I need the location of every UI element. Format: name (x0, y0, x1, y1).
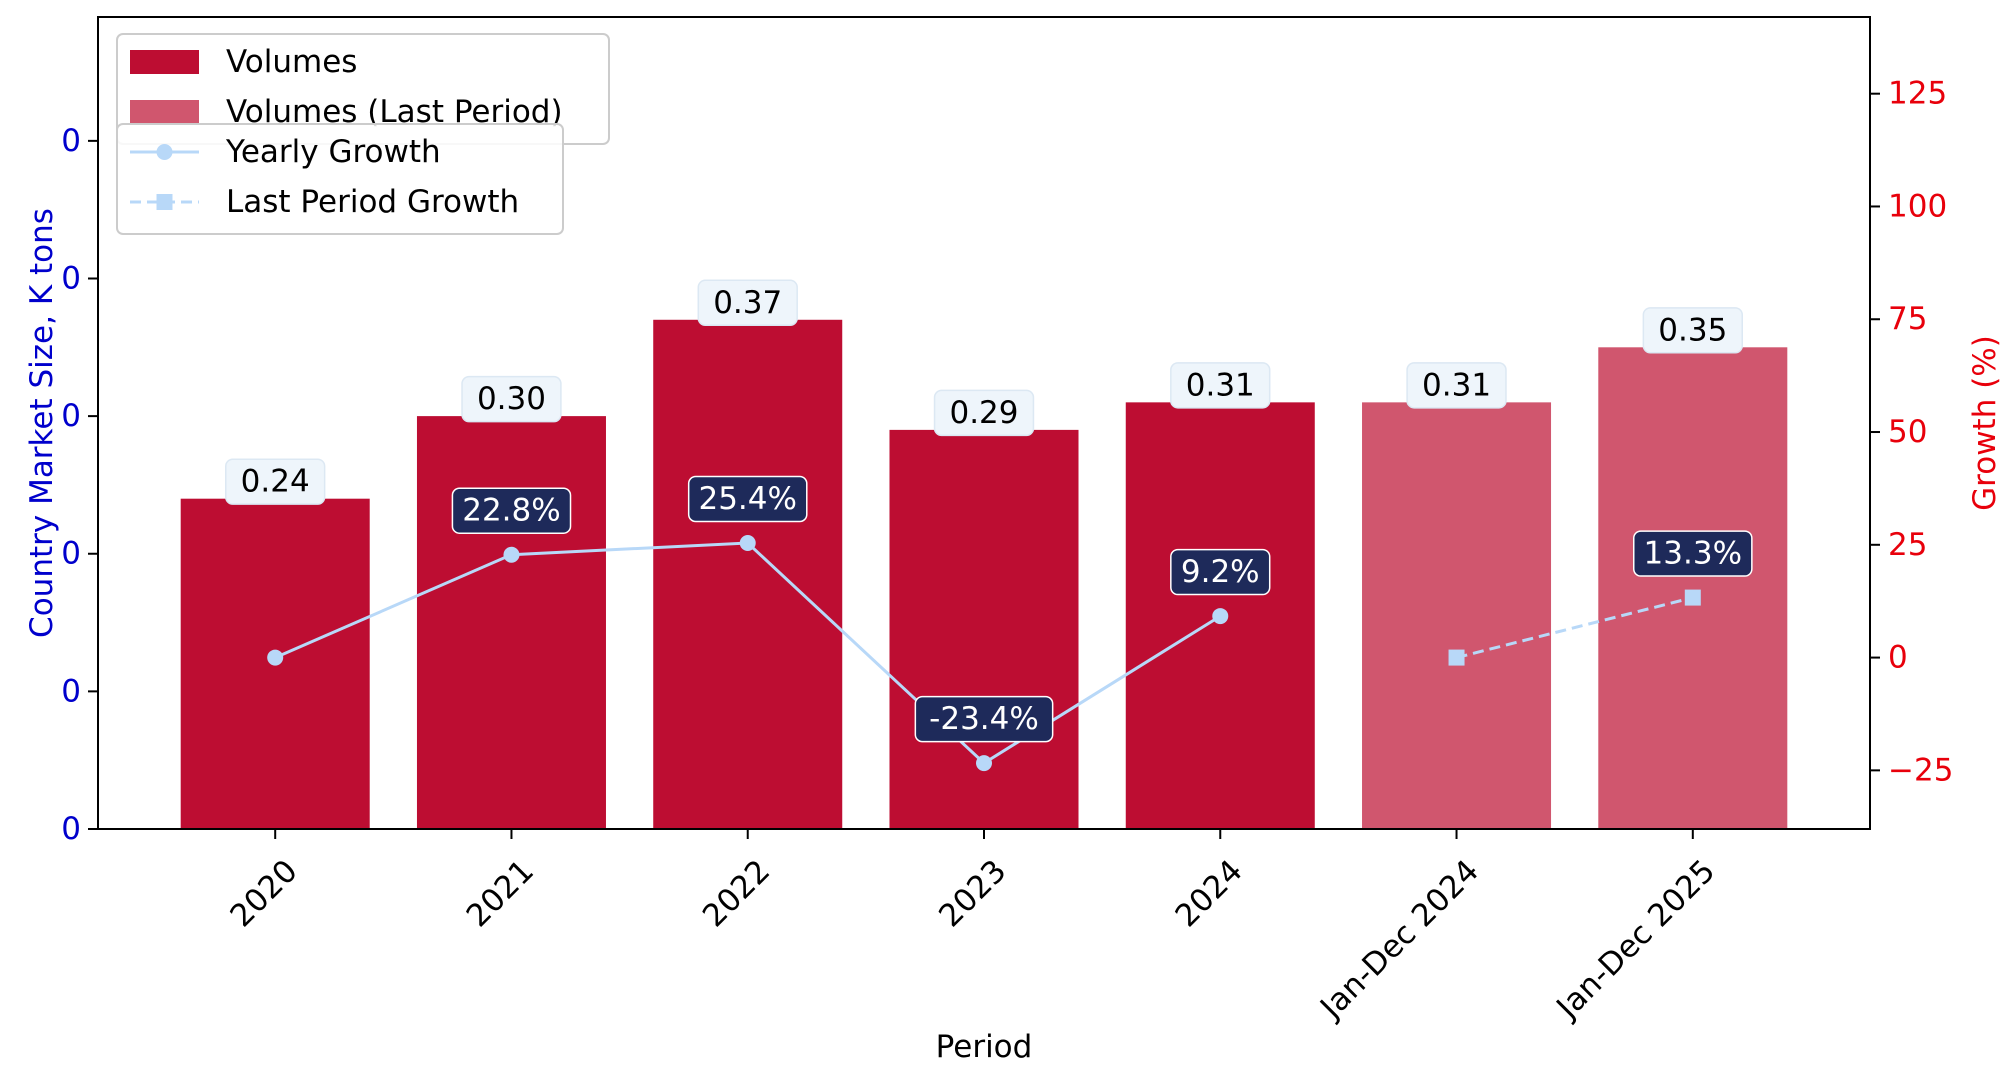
right-tick-label-1: 0 (1888, 640, 1908, 676)
left-axis-label: Country Market Size, K tons (24, 208, 60, 638)
x-axis-label: Period (936, 1029, 1033, 1065)
legend-swatch-1 (130, 100, 199, 124)
bar-last-period-5 (1362, 402, 1552, 829)
legend-lines-frame (116, 123, 564, 235)
growth-label-2: 25.4% (698, 481, 796, 517)
x-tick-label-5: Jan-Dec 2024 (1312, 853, 1486, 1027)
right-tick-label-6: 125 (1888, 76, 1947, 112)
right-tick-label-4: 75 (1888, 301, 1927, 337)
bar-value-label-6: 0.35 (1658, 312, 1727, 348)
left-tick-label-5: 0 (61, 123, 81, 159)
line-last-period-growth (1456, 596, 1694, 660)
x-tick-label-6: Jan-Dec 2025 (1549, 853, 1723, 1027)
left-tick-label-4: 0 (61, 260, 81, 296)
legend-marker-0 (156, 144, 173, 160)
point-last-period-5 (1448, 649, 1465, 666)
bar-value-label-1: 0.30 (477, 381, 546, 417)
bar-value-label-3: 0.29 (949, 395, 1018, 431)
growth-label-4: 9.2% (1181, 554, 1260, 590)
growth-label-6: 13.3% (1644, 536, 1742, 572)
bar-value-label-1-box (461, 375, 562, 423)
bar-value-label-0: 0.24 (241, 464, 310, 500)
growth-label-3: -23.4% (929, 701, 1039, 737)
legend-marker-1 (156, 194, 173, 210)
point-yearly-0 (267, 649, 284, 666)
point-yearly-4 (1212, 608, 1229, 625)
bar-value-label-5: 0.31 (1422, 367, 1491, 403)
bar-value-label-3-box (933, 389, 1035, 437)
x-tick-label-0: 2020 (223, 853, 304, 934)
growth-label-1-box (451, 487, 572, 534)
left-tick-label-1: 0 (61, 673, 81, 709)
growth-label-4-box (1170, 548, 1271, 596)
right-axis-label: Growth (%) (1967, 335, 2003, 511)
bar-value-label-6-box (1642, 307, 1743, 354)
growth-label-3-box (914, 695, 1054, 743)
point-last-period-6 (1684, 589, 1701, 606)
x-tick-label-4: 2024 (1169, 853, 1250, 934)
bar-volume-1 (416, 416, 606, 829)
bar-value-label-2-box (697, 279, 798, 327)
bar-value-label-5-box (1406, 362, 1507, 409)
bar-value-label-4-box (1170, 362, 1271, 409)
left-tick-label-0: 0 (61, 811, 81, 847)
point-yearly-3 (976, 755, 992, 772)
x-tick-label-2: 2022 (696, 853, 777, 934)
left-tick-label-2: 0 (61, 536, 81, 572)
data-labels-layer: 0.24 0.30 0.37 0.29 0.31 0.31 0.35 22.8% 25.4% -2… (225, 279, 1753, 743)
growth-label-2-box (687, 475, 808, 523)
bar-value-label-0-box (225, 458, 326, 505)
point-yearly-2 (739, 534, 756, 551)
legend-label-0: Volumes (226, 44, 357, 80)
bar-value-label-4: 0.31 (1186, 367, 1255, 403)
legend-line-label-1: Last Period Growth (226, 184, 519, 220)
lines-layer (267, 534, 1701, 772)
right-tick-label-0: −25 (1888, 752, 1953, 788)
legend-line-label-0: Yearly Growth (225, 134, 441, 170)
x-tick-label-1: 2021 (460, 853, 541, 934)
x-tick-label-3: 2023 (932, 853, 1013, 934)
growth-label-6-box (1633, 530, 1753, 577)
growth-label-1: 22.8% (462, 493, 560, 529)
point-yearly-1 (503, 546, 520, 563)
right-tick-label-2: 25 (1888, 527, 1927, 563)
bar-value-label-2: 0.37 (713, 285, 782, 321)
left-tick-label-3: 0 (61, 398, 81, 434)
right-tick-label-5: 100 (1888, 188, 1947, 224)
bar-last-period-6 (1598, 347, 1788, 829)
bar-volume-2 (653, 319, 843, 829)
legend-swatch-0 (130, 50, 199, 74)
right-tick-label-3: 50 (1888, 414, 1927, 450)
